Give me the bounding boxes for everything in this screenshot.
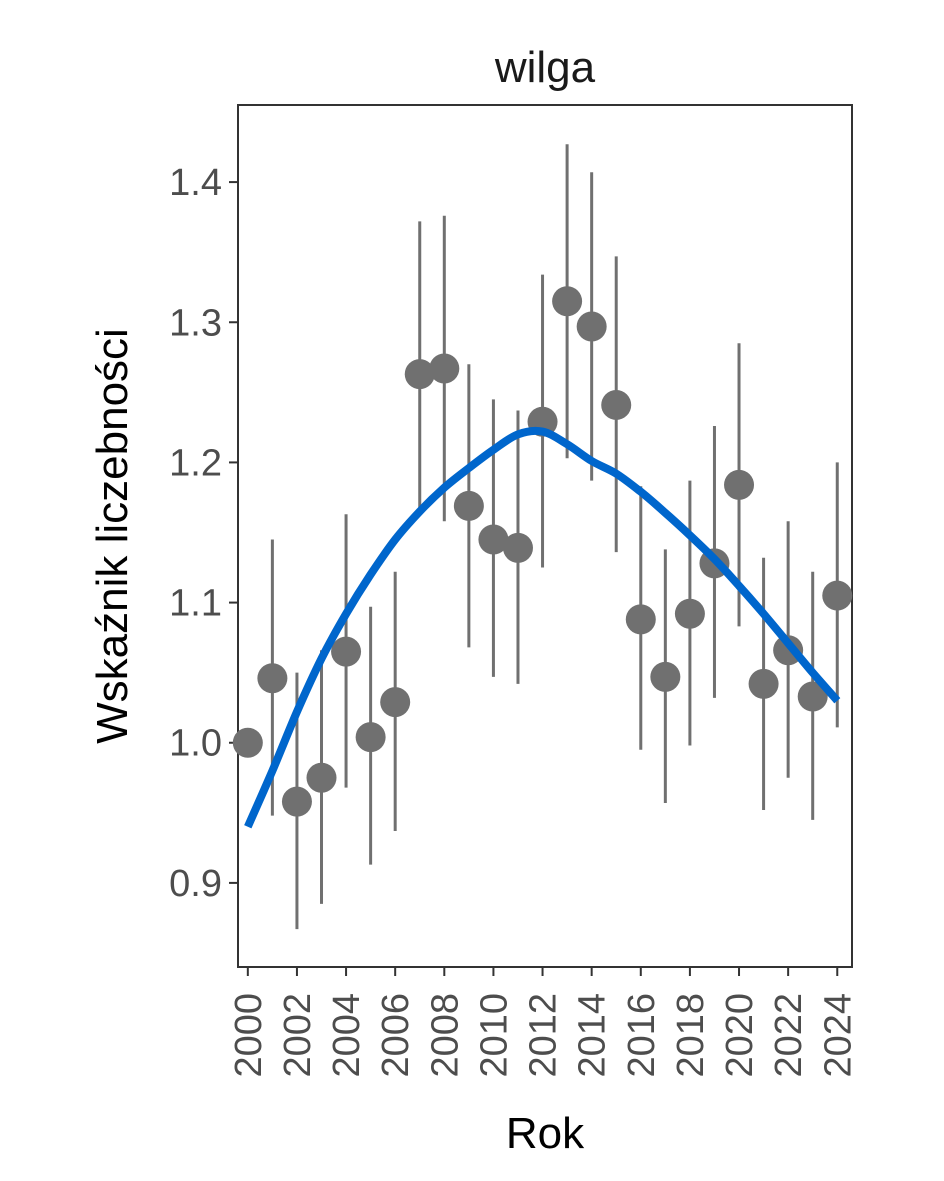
y-tick-label: 1.2	[169, 442, 222, 484]
data-point	[674, 598, 705, 629]
x-tick-label: 2020	[719, 993, 761, 1078]
x-tick-label: 2008	[424, 993, 466, 1078]
data-point	[601, 389, 632, 420]
x-axis-title: Rok	[506, 1109, 585, 1158]
data-point	[748, 668, 779, 699]
y-tick-label: 1.0	[169, 723, 222, 765]
x-tick-label: 2006	[375, 993, 417, 1078]
data-point	[502, 532, 533, 563]
x-tick-label: 2016	[621, 993, 663, 1078]
y-tick-label: 1.4	[169, 162, 222, 204]
y-tick-label: 1.3	[169, 302, 222, 344]
data-point	[625, 604, 656, 635]
data-point	[552, 286, 583, 317]
data-point	[380, 687, 411, 718]
chart-title: wilga	[494, 43, 596, 92]
y-tick-label: 0.9	[169, 863, 222, 905]
trend-line-group	[244, 426, 841, 829]
data-point	[331, 636, 362, 667]
y-axis: 0.9 1.0 1.1 1.2 1.3 1.4	[169, 162, 238, 905]
data-point	[724, 469, 755, 500]
x-tick-label: 2022	[768, 993, 810, 1078]
data-point	[453, 490, 484, 521]
x-tick-label: 2014	[572, 993, 614, 1078]
x-axis: 2000 2002 2004 2006 2008 2010 2012 2014 2016 2018…	[228, 967, 859, 1078]
data-point	[797, 681, 828, 712]
y-tick-label: 1.1	[169, 583, 222, 625]
data-point	[576, 311, 607, 342]
data-point	[281, 786, 312, 817]
data-point	[478, 524, 509, 555]
plot-panel	[237, 104, 853, 968]
data-point	[822, 580, 853, 611]
data-point	[650, 661, 681, 692]
x-tick-label: 2002	[277, 993, 319, 1078]
data-point	[306, 762, 337, 793]
data-point	[257, 663, 288, 694]
y-axis-title: Wskaźnik liczebności	[88, 328, 137, 744]
x-tick-label: 2010	[473, 993, 515, 1078]
x-tick-label: 2012	[523, 993, 565, 1078]
x-tick-label: 2000	[228, 993, 270, 1078]
data-point	[404, 359, 435, 390]
x-tick-label: 2018	[670, 993, 712, 1078]
data-point	[355, 722, 386, 753]
trend-line	[244, 426, 841, 829]
data-point	[232, 727, 263, 758]
x-tick-label: 2024	[817, 993, 859, 1078]
data-points	[232, 286, 853, 817]
data-point	[429, 353, 460, 384]
x-tick-label: 2004	[326, 993, 368, 1078]
